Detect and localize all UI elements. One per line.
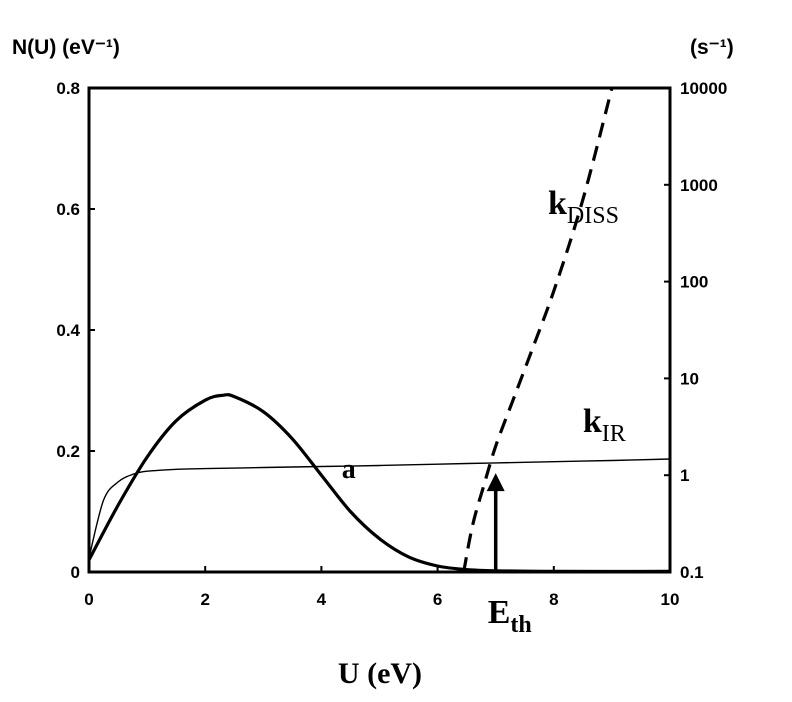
left-y-tick-label: 0.6: [56, 200, 80, 219]
series-label-diss: kDISS: [548, 185, 619, 229]
right-y-tick-label: 1: [680, 466, 689, 485]
left-y-tick-label: 0.8: [56, 79, 80, 98]
x-tick-label: 10: [661, 590, 680, 609]
series-k-ir-line: [88, 458, 671, 559]
x-tick-label: 8: [549, 590, 558, 609]
left-y-tick-label: 0: [71, 563, 80, 582]
right-axis-title: (s⁻¹): [690, 36, 734, 59]
right-y-tick-label: 10000: [680, 79, 727, 98]
x-tick-label: 0: [84, 590, 93, 609]
x-tick-label: 6: [433, 590, 442, 609]
right-y-tick-label: 100: [680, 273, 708, 292]
x-tick-label: 4: [317, 590, 327, 609]
series-a-line: [87, 393, 671, 574]
threshold-arrow-head: [486, 473, 505, 492]
x-ticks: 0 2 4 6 8 10: [84, 566, 679, 609]
threshold-label: Eth: [488, 594, 532, 638]
right-y-ticks: 0.1 1 10 100 1000 10000: [664, 79, 727, 582]
right-y-tick-label: 0.1: [680, 563, 704, 582]
annotations: kDISS kIR a Eth: [342, 185, 626, 638]
plot-frame: [87, 86, 672, 574]
x-tick-label: 2: [200, 590, 209, 609]
series-label-ir: kIR: [583, 403, 626, 447]
left-axis-title: N(U) (eV⁻¹): [12, 36, 120, 59]
left-y-ticks: 0 0.2 0.4 0.6 0.8: [56, 79, 95, 582]
series-k-diss-line: [462, 87, 614, 573]
left-y-tick-label: 0.4: [56, 321, 80, 340]
right-y-tick-label: 1000: [680, 176, 718, 195]
series-label-a: a: [342, 454, 356, 485]
curves: [87, 87, 671, 574]
right-y-tick-label: 10: [680, 369, 699, 388]
left-y-tick-label: 0.2: [56, 442, 80, 461]
x-axis-title: U (eV): [338, 657, 422, 690]
